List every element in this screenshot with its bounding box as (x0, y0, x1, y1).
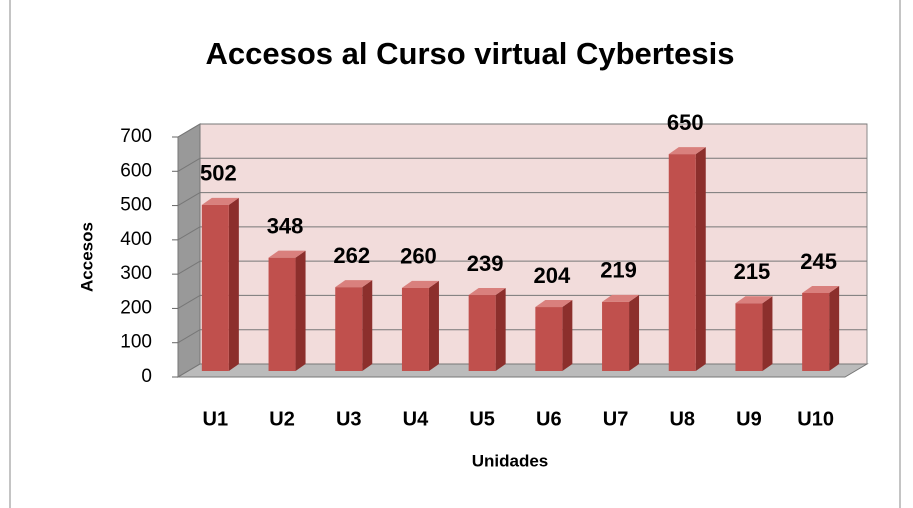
grid-line (177, 123, 201, 138)
data-label: 262 (333, 243, 370, 268)
bar (335, 287, 363, 371)
bar-side (829, 286, 840, 371)
bar (602, 301, 630, 371)
bar (802, 293, 830, 371)
bar-side (762, 296, 773, 371)
chart-title: Accesos al Curso virtual Cybertesis (206, 36, 735, 71)
bar (468, 295, 496, 371)
bar-top (268, 250, 306, 258)
data-label: 215 (734, 259, 771, 284)
x-tick-label: U1 (203, 408, 229, 430)
grid-line (177, 226, 201, 241)
data-label: 219 (600, 258, 637, 283)
data-label: 650 (667, 110, 704, 135)
grid-line (177, 192, 201, 207)
y-tick-label: 200 (120, 297, 152, 318)
data-label: 239 (467, 251, 504, 276)
bar-top (335, 280, 373, 288)
x-tick-label: U10 (797, 408, 834, 430)
bar-top (602, 294, 640, 302)
bar-top (535, 300, 573, 308)
bar (668, 154, 696, 371)
x-axis-title: Unidades (472, 451, 549, 470)
bar-side (428, 280, 439, 371)
y-tick-label: 500 (120, 195, 152, 216)
y-tick-label: 700 (120, 126, 152, 147)
bar-top (802, 286, 840, 293)
grid-line (177, 363, 201, 378)
bar-side (495, 288, 506, 371)
bar-side (562, 300, 573, 371)
data-label: 502 (200, 161, 237, 186)
data-label: 260 (400, 244, 437, 269)
y-tick-label: 100 (120, 332, 152, 353)
x-tick-label: U6 (536, 408, 562, 430)
bar (735, 303, 763, 371)
bar-side (629, 294, 640, 371)
x-tick-label: U5 (469, 408, 495, 430)
bar (535, 307, 563, 371)
x-tick-label: U8 (669, 408, 695, 430)
y-axis-title: Accesos (77, 222, 96, 292)
x-tick-label: U9 (736, 408, 762, 430)
data-label: 348 (267, 213, 304, 238)
x-tick-label: U4 (403, 408, 429, 430)
y-tick-label: 600 (120, 160, 152, 181)
grid-line (177, 157, 201, 172)
grid-line (177, 294, 201, 309)
x-tick-label: U7 (603, 408, 629, 430)
bar (401, 287, 429, 371)
y-tick-label: 300 (120, 263, 152, 284)
bar-side (695, 147, 706, 371)
side-wall (177, 123, 201, 378)
bar-top (468, 288, 506, 296)
grid-line (177, 329, 201, 344)
y-tick-label: 0 (141, 366, 152, 387)
data-label: 204 (533, 263, 570, 288)
grid-line (177, 260, 201, 275)
data-label: 245 (800, 249, 837, 274)
bar (201, 204, 229, 371)
x-tick-label: U2 (269, 408, 295, 430)
y-tick-label: 400 (120, 229, 152, 250)
bar-side (362, 280, 373, 371)
bar-top (201, 197, 239, 205)
bar-top (668, 147, 706, 155)
bar (268, 257, 296, 371)
bar-top (735, 296, 773, 304)
bar-side (295, 250, 306, 371)
bar-side (228, 197, 239, 371)
bar-top (401, 280, 439, 288)
x-tick-label: U3 (336, 408, 362, 430)
